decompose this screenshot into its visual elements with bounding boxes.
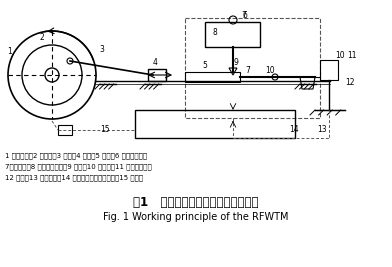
Text: 7: 7 — [241, 11, 247, 20]
Text: 10: 10 — [335, 51, 345, 60]
Bar — [185, 72, 240, 82]
Text: 9: 9 — [234, 58, 238, 67]
Text: 4: 4 — [152, 58, 158, 67]
Text: 11: 11 — [347, 51, 357, 60]
Text: 12 支架；13 加热装置；14 计算机及电气控制系统；15 转速计: 12 支架；13 加热装置；14 计算机及电气控制系统；15 转速计 — [5, 174, 143, 180]
Text: 15: 15 — [100, 125, 110, 134]
Text: 7: 7 — [245, 66, 250, 75]
Text: 7配重砝码；8 摩擦力传感器；9 磨头；10 支撑臂；11 位移传感器；: 7配重砝码；8 摩擦力传感器；9 磨头；10 支撑臂；11 位移传感器； — [5, 163, 152, 170]
Bar — [205, 22, 260, 47]
Text: 1 变频电机；2 曲柄盘；3 连杆；4 滑座；5 试件；6 磨头测温计；: 1 变频电机；2 曲柄盘；3 连杆；4 滑座；5 试件；6 磨头测温计； — [5, 152, 147, 159]
Text: 12: 12 — [345, 78, 355, 87]
Text: 6: 6 — [243, 11, 247, 20]
Bar — [58, 125, 72, 135]
Bar — [148, 69, 166, 81]
Text: 10: 10 — [265, 66, 275, 75]
Text: Fig. 1 Working principle of the RFWTM: Fig. 1 Working principle of the RFWTM — [103, 212, 289, 222]
Text: 13: 13 — [317, 125, 327, 134]
Text: 1: 1 — [7, 48, 13, 57]
Bar — [320, 60, 338, 80]
Bar — [185, 18, 320, 118]
Bar — [135, 110, 295, 138]
Text: 5: 5 — [203, 61, 207, 70]
Text: 2: 2 — [40, 33, 44, 41]
Text: 8: 8 — [212, 28, 218, 37]
Text: 3: 3 — [100, 45, 104, 54]
Text: 14: 14 — [289, 125, 299, 134]
Text: 图1   往复式摩擦磨损试验机工作原理: 图1 往复式摩擦磨损试验机工作原理 — [133, 196, 259, 209]
